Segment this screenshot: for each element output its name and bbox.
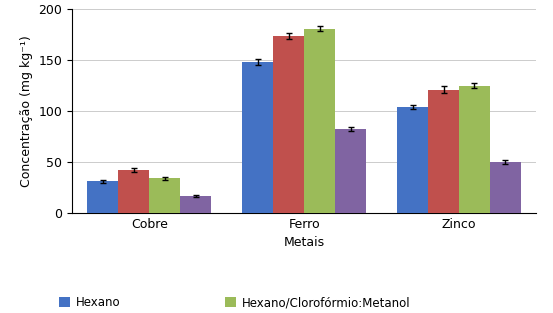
Bar xyxy=(149,178,180,213)
X-axis label: Metais: Metais xyxy=(284,236,325,249)
Bar xyxy=(304,29,335,213)
Bar xyxy=(459,86,490,213)
Bar xyxy=(490,162,521,213)
Bar xyxy=(335,130,366,213)
Bar xyxy=(118,170,149,213)
Bar xyxy=(87,181,118,213)
Bar xyxy=(397,107,428,213)
Legend: Hexano, Clorofórmio:Metanol, Hexano/Clorofórmio:Metanol, In natura: Hexano, Clorofórmio:Metanol, Hexano/Clor… xyxy=(59,296,410,313)
Y-axis label: Concentração (mg kg⁻¹): Concentração (mg kg⁻¹) xyxy=(20,35,33,187)
Bar xyxy=(428,90,459,213)
Bar xyxy=(242,62,273,213)
Bar xyxy=(273,36,304,213)
Bar xyxy=(180,196,211,213)
